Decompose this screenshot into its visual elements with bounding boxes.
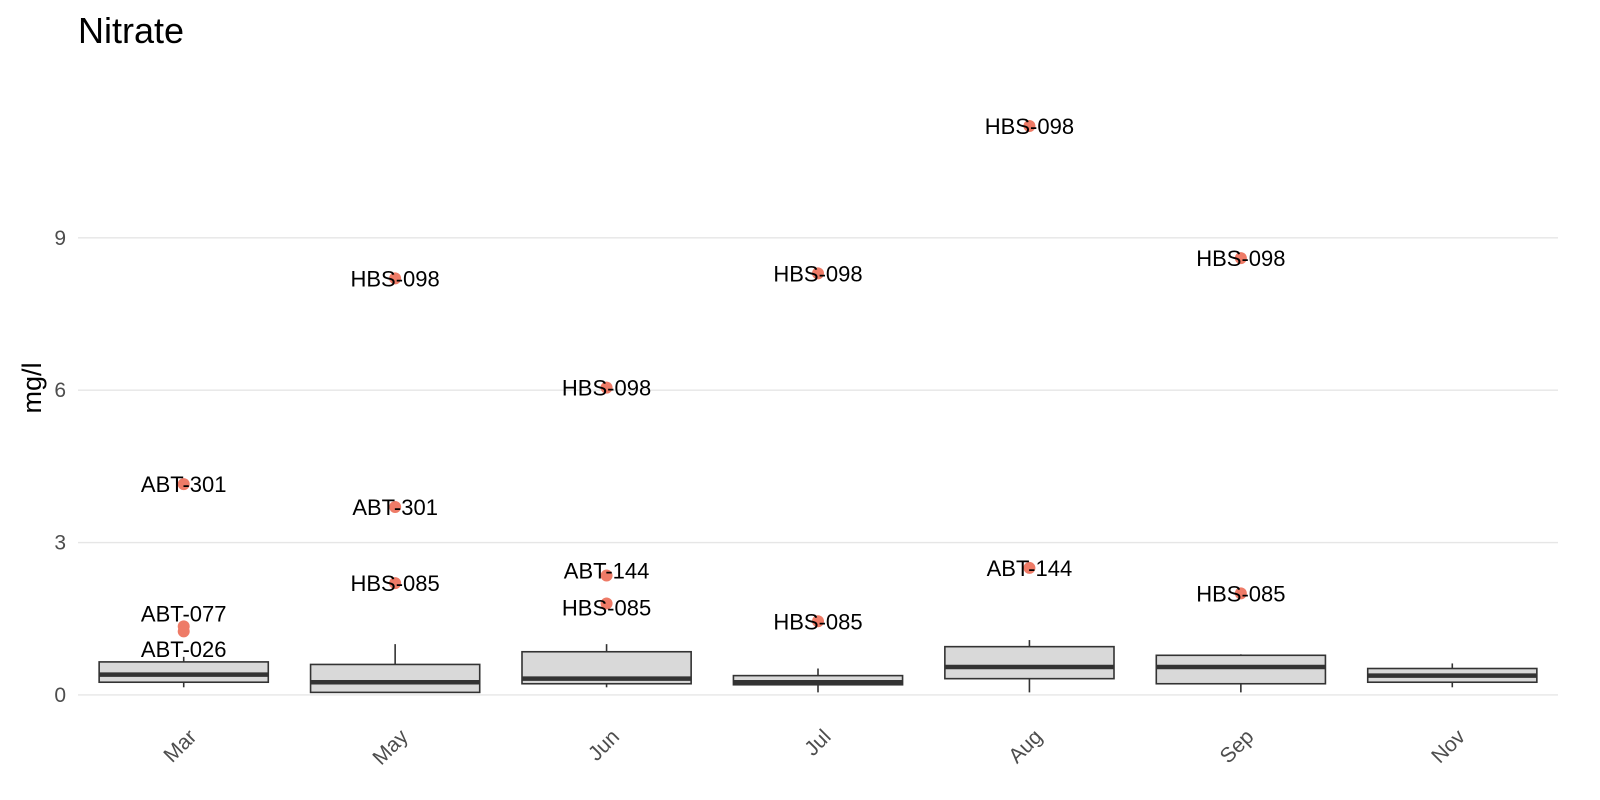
box-nov: [1366, 663, 1538, 688]
box-sep: [1155, 654, 1327, 693]
box-body: [309, 663, 481, 694]
outlier-label: HBS-098: [1196, 246, 1285, 271]
outlier-label: ABT-144: [987, 556, 1073, 581]
outlier-point: [1023, 120, 1036, 133]
x-tick-label: Jul: [800, 725, 835, 760]
outlier-point: [177, 478, 190, 491]
x-tick-label: Sep: [1216, 725, 1259, 768]
outlier-point: [1023, 561, 1036, 574]
x-tick-label: Nov: [1427, 725, 1470, 768]
outlier-label: HBS-085: [773, 609, 862, 634]
outlier-label: HBS-085: [1196, 581, 1285, 606]
outlier-label: ABT-301: [141, 472, 227, 497]
boxes: [98, 640, 1538, 694]
y-axis-label: mg/l: [17, 362, 47, 413]
outlier-label: HBS-085: [562, 596, 651, 621]
box-body: [944, 645, 1115, 680]
outlier-point: [389, 577, 402, 590]
box-body: [98, 661, 270, 684]
box-jul: [732, 668, 904, 693]
x-tick-labels: Mar May Jun Jul Aug Sep Nov: [159, 725, 1470, 770]
outlier-label: ABT-077: [141, 602, 227, 627]
outlier-label: HBS-098: [773, 261, 862, 286]
outlier-point: [600, 381, 613, 394]
outliers: [177, 120, 1247, 638]
box-body: [1155, 654, 1327, 685]
box-mar: [98, 656, 270, 688]
y-tick-label: 0: [54, 684, 66, 707]
outlier-point: [1234, 252, 1247, 265]
outlier-point: [600, 569, 613, 582]
outlier-label: ABT-144: [564, 558, 650, 583]
box-may: [309, 644, 481, 694]
outlier-label: HBS-098: [351, 266, 440, 291]
box-aug: [944, 640, 1115, 693]
outlier-labels: ABT-301 ABT-077 ABT-026 HBS-098 ABT-301 HBS-0…: [141, 114, 1286, 662]
y-tick-labels: 0 3 6 9: [54, 227, 66, 707]
chart-title: Nitrate: [78, 10, 184, 51]
outlier-point: [389, 272, 402, 285]
outlier-point: [1234, 587, 1247, 600]
outlier-point: [389, 500, 402, 513]
y-tick-label: 3: [54, 532, 66, 555]
outlier-point: [600, 597, 613, 610]
outlier-label: HBS-098: [985, 114, 1074, 139]
x-tick-label: Jun: [584, 725, 624, 765]
outlier-point: [812, 615, 824, 628]
gridlines: [78, 237, 1558, 696]
box-jun: [521, 644, 692, 688]
outlier-label: ABT-301: [352, 495, 438, 520]
y-tick-label: 9: [54, 227, 66, 250]
outlier-label: HBS-098: [562, 376, 651, 401]
x-tick-label: May: [368, 725, 413, 770]
outlier-point: [812, 267, 824, 280]
outlier-label: ABT-026: [141, 637, 227, 662]
outlier-label: HBS-085: [351, 571, 440, 596]
x-tick-label: Aug: [1004, 725, 1047, 768]
outlier-point: [177, 625, 190, 638]
x-tick-label: Mar: [159, 725, 201, 767]
y-tick-label: 6: [54, 379, 66, 402]
